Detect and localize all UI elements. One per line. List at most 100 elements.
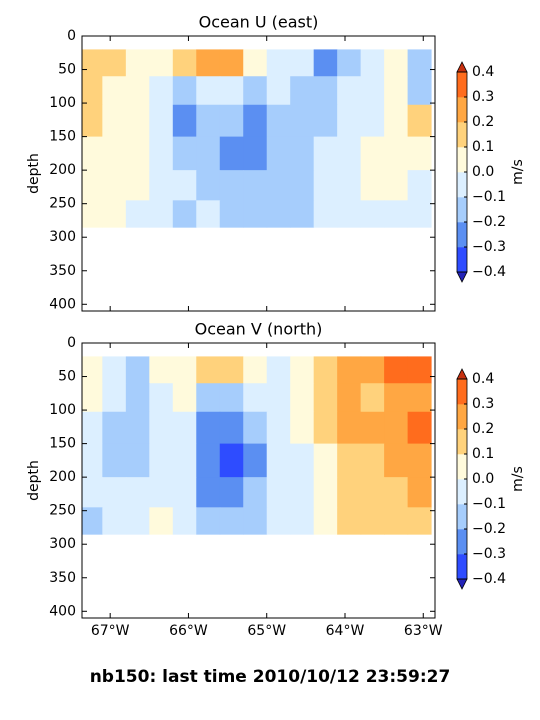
contour-cell	[149, 49, 174, 77]
figure-title: nb150: last time 2010/10/12 23:59:27	[90, 667, 451, 687]
colorbar-tick-label: −0.2	[472, 214, 506, 230]
y-axis-label: depth	[26, 460, 42, 501]
colorbar-tick-label: 0.0	[472, 164, 494, 180]
contour-cell	[360, 411, 385, 445]
contour-cell	[125, 477, 150, 508]
contour-cell	[384, 383, 409, 413]
colorbar-tick-label: 0.0	[472, 471, 494, 487]
contour-cell	[290, 411, 315, 445]
colorbar-segment	[457, 97, 467, 123]
contour-cell	[196, 104, 221, 138]
contour-cell	[243, 356, 268, 384]
contour-cell	[172, 356, 197, 384]
contour-cell	[149, 170, 174, 201]
contour-cell	[313, 76, 338, 106]
x-tick-label: 65°W	[247, 623, 286, 639]
contour-cell	[407, 136, 432, 171]
contour-cell	[337, 383, 362, 413]
contour-cell	[125, 136, 150, 171]
contour-cell	[337, 136, 362, 171]
contour-cell	[172, 170, 197, 201]
contour-cell	[360, 507, 385, 535]
contour-cell	[384, 104, 409, 138]
contour-cell	[243, 76, 268, 106]
contour-cell	[196, 49, 221, 77]
contour-cell	[407, 507, 432, 535]
contour-cell	[337, 76, 362, 106]
contour-cell	[290, 49, 315, 77]
contour-cell	[102, 170, 127, 201]
y-tick-label: 200	[49, 162, 76, 178]
colorbar-tick-label: −0.4	[472, 571, 506, 587]
contour-cell	[384, 76, 409, 106]
contour-cell	[125, 49, 150, 77]
colorbar-label: m/s	[510, 466, 526, 492]
contour-cell	[243, 200, 268, 228]
contour-cell	[360, 49, 385, 77]
chart-title: Ocean U (east)	[199, 13, 319, 32]
contour-cell	[313, 383, 338, 413]
contour-cell	[407, 383, 432, 413]
contour-cell	[266, 49, 291, 77]
contour-cell	[82, 443, 103, 478]
y-tick-label: 350	[49, 570, 76, 586]
colorbar-segment	[457, 404, 467, 430]
contour-cell	[219, 443, 244, 478]
y-tick-label: 50	[58, 369, 76, 385]
contour-cell	[407, 170, 432, 201]
contour-cell	[102, 76, 127, 106]
colorbar-tick-label: 0.2	[472, 114, 494, 130]
contour-cell	[266, 136, 291, 171]
colorbar-segment	[457, 504, 467, 530]
contour-cell	[243, 383, 268, 413]
contour-cell	[102, 136, 127, 171]
contour-cell	[290, 383, 315, 413]
y-tick-label: 250	[49, 503, 76, 519]
contour-cell	[243, 104, 268, 138]
contour-cell	[172, 49, 197, 77]
contour-cell	[313, 200, 338, 228]
contour-cell	[219, 356, 244, 384]
contour-cell	[266, 170, 291, 201]
contour-cell	[172, 136, 197, 171]
contour-cell	[290, 507, 315, 535]
contour-cell	[172, 104, 197, 138]
contour-cell	[360, 356, 385, 384]
contour-cell	[219, 411, 244, 445]
colorbar-tick-label: −0.2	[472, 521, 506, 537]
contour-cell	[219, 104, 244, 138]
contour-cell	[384, 477, 409, 508]
y-tick-label: 150	[49, 436, 76, 452]
contour-cell	[172, 76, 197, 106]
colorbar-segment	[457, 197, 467, 223]
colorbar-tick-label: 0.3	[472, 396, 494, 412]
contour-cell	[266, 507, 291, 535]
colorbar-label: m/s	[510, 159, 526, 185]
contour-cell	[384, 411, 409, 445]
contour-cell	[82, 49, 103, 77]
contour-cell	[407, 49, 432, 77]
contour-cell	[82, 383, 103, 413]
colorbar-tick-label: 0.1	[472, 139, 494, 155]
contour-cell	[196, 383, 221, 413]
contour-cell	[82, 356, 103, 384]
contour-cell	[243, 507, 268, 535]
contour-cell	[407, 443, 432, 478]
contour-cell	[172, 507, 197, 535]
x-tick-label: 67°W	[91, 623, 130, 639]
contour-cell	[196, 411, 221, 445]
contour-cell	[337, 200, 362, 228]
contour-cell	[219, 170, 244, 201]
colorbar-segment	[457, 122, 467, 148]
contour-cell	[82, 411, 103, 445]
contour-cell	[102, 356, 127, 384]
contour-cell	[290, 104, 315, 138]
x-tick-label: 66°W	[169, 623, 208, 639]
contour-cell	[102, 200, 127, 228]
colorbar-tick-label: 0.1	[472, 446, 494, 462]
x-tick-label: 63°W	[404, 623, 443, 639]
contour-cell	[337, 104, 362, 138]
contour-cell	[82, 76, 103, 106]
colorbar-tick-label: −0.1	[472, 496, 506, 512]
contour-cell	[337, 49, 362, 77]
